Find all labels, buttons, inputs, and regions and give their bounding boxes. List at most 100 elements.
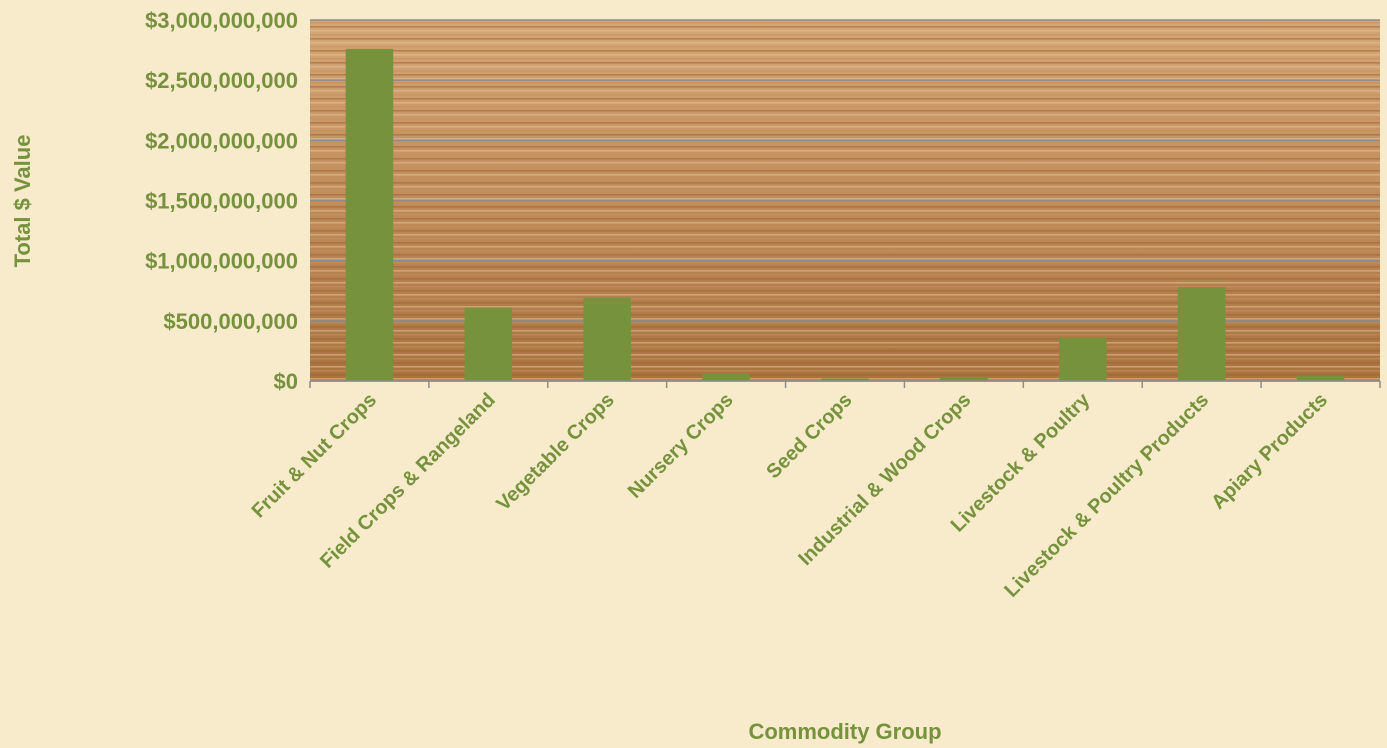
wood-grain-streak <box>310 286 1380 288</box>
wood-grain-streak <box>310 170 1380 172</box>
wood-grain-streak <box>310 374 1380 376</box>
wood-grain-streak <box>310 250 1380 252</box>
wood-grain-streak <box>310 70 1380 72</box>
y-axis-title: Total $ Value <box>10 135 35 268</box>
wood-grain-streak <box>310 94 1380 96</box>
wood-grain-streak <box>310 282 1380 284</box>
wood-grain-streak <box>310 298 1380 300</box>
wood-grain-streak <box>310 30 1380 32</box>
bar <box>940 377 988 381</box>
wood-grain-streak <box>310 198 1380 200</box>
wood-grain-streak <box>310 302 1380 304</box>
wood-grain-streak <box>310 226 1380 228</box>
wood-grain-streak <box>310 22 1380 24</box>
wood-grain-streak <box>310 270 1380 272</box>
y-tick-label: $2,000,000,000 <box>145 128 298 153</box>
x-tick-label: Vegetable Crops <box>492 389 618 515</box>
wood-grain-streak <box>310 190 1380 192</box>
wood-grain-streak <box>310 334 1380 336</box>
wood-grain-streak <box>310 322 1380 324</box>
wood-grain-streak <box>310 274 1380 276</box>
wood-grain-streak <box>310 214 1380 216</box>
y-tick-label: $2,500,000,000 <box>145 68 298 93</box>
bars <box>345 48 1345 381</box>
wood-grain-streak <box>310 358 1380 360</box>
y-tick-label: $0 <box>274 369 298 394</box>
wood-grain-streak <box>310 86 1380 88</box>
wood-grain-streak <box>310 150 1380 152</box>
wood-grain-streak <box>310 122 1380 124</box>
wood-grain-streak <box>310 174 1380 176</box>
wood-grain-streak <box>310 138 1380 140</box>
wood-grain-streak <box>310 314 1380 316</box>
wood-grain-streak <box>310 246 1380 248</box>
wood-grain-streak <box>310 78 1380 80</box>
x-tick-label: Seed Crops <box>762 389 856 483</box>
wood-grain-streak <box>310 350 1380 352</box>
wood-grain-streak <box>310 234 1380 236</box>
x-axis-ticks <box>309 381 1381 388</box>
wood-grain-streak <box>310 58 1380 60</box>
x-tick-label: Nursery Crops <box>624 389 738 503</box>
bar <box>1296 375 1345 381</box>
wood-grain-streak <box>310 290 1380 292</box>
wood-grain-streak <box>310 126 1380 128</box>
wood-grain-streak <box>310 238 1380 240</box>
wood-grain-streak <box>310 266 1380 268</box>
wood-grain-streak <box>310 74 1380 76</box>
wood-grain-streak <box>310 326 1380 328</box>
wood-grain-streak <box>310 354 1380 356</box>
wood-grain-streak <box>310 82 1380 84</box>
wood-grain-streak <box>310 242 1380 244</box>
wood-grain-streak <box>310 262 1380 264</box>
y-axis-tick-labels: $0 $500,000,000 $1,000,000,000 $1,500,000,0… <box>145 8 298 394</box>
wood-grain-streak <box>310 222 1380 224</box>
wood-grain-streak <box>310 106 1380 108</box>
bar <box>1059 337 1107 381</box>
y-tick-label: $3,000,000,000 <box>145 8 298 33</box>
x-tick-label: Fruit & Nut Crops <box>248 389 381 522</box>
wood-grain-streak <box>310 342 1380 344</box>
wood-grain-streak <box>310 362 1380 364</box>
wood-grain-streak <box>310 254 1380 256</box>
bar <box>583 297 631 381</box>
wood-grain-streak <box>310 130 1380 132</box>
wood-grain-streak <box>310 102 1380 104</box>
wood-grain-streak <box>310 338 1380 340</box>
wood-grain-streak <box>310 66 1380 68</box>
bar <box>345 48 394 381</box>
wood-grain-streak <box>310 218 1380 220</box>
wood-grain-streak <box>310 202 1380 204</box>
wood-grain-streak <box>310 310 1380 312</box>
wood-grain-streak <box>310 110 1380 112</box>
wood-grain-streak <box>310 34 1380 36</box>
wood-grain-streak <box>310 182 1380 184</box>
y-tick-label: $1,500,000,000 <box>145 189 298 214</box>
wood-grain-streak <box>310 294 1380 296</box>
wood-grain-streak <box>310 38 1380 40</box>
wood-grain-streak <box>310 318 1380 320</box>
wood-grain-streak <box>310 90 1380 92</box>
wood-grain-streak <box>310 206 1380 208</box>
wood-grain-streak <box>310 50 1380 52</box>
wood-grain-streak <box>310 346 1380 348</box>
wood-grain-streak <box>310 306 1380 308</box>
wood-grain-streak <box>310 366 1380 368</box>
y-tick-label: $1,000,000,000 <box>145 249 298 274</box>
wood-grain-streak <box>310 166 1380 168</box>
wood-grain-streak <box>310 230 1380 232</box>
x-tick-label: Apiary Products <box>1207 389 1332 514</box>
bar <box>821 378 869 381</box>
wood-grain-streak <box>310 54 1380 56</box>
wood-grain-streak <box>310 194 1380 196</box>
wood-grain-streak <box>310 26 1380 28</box>
wood-grain-streak <box>310 258 1380 260</box>
wood-grain-streak <box>310 118 1380 120</box>
wood-grain-streak <box>310 278 1380 280</box>
wood-grain-streak <box>310 370 1380 372</box>
y-tick-label: $500,000,000 <box>163 309 298 334</box>
bar <box>702 373 750 381</box>
wood-grain-streak <box>310 46 1380 48</box>
plot-texture <box>310 22 1380 380</box>
